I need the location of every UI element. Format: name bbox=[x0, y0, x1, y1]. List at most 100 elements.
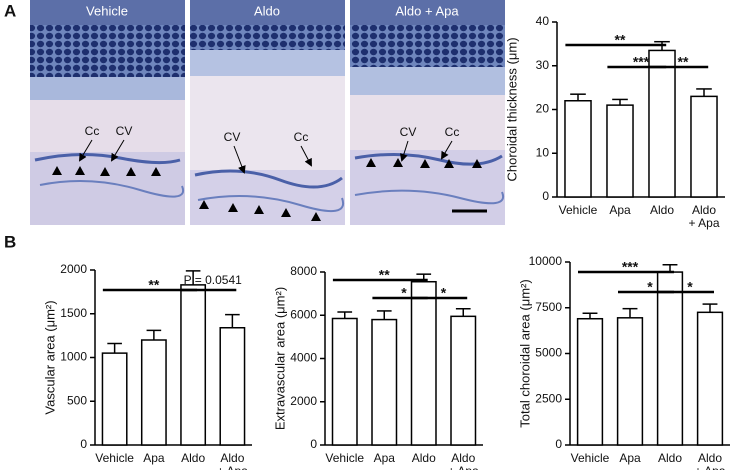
outer-segments bbox=[30, 77, 185, 100]
y-tick-label: 2000 bbox=[60, 262, 87, 276]
outer-segments bbox=[190, 50, 345, 76]
image-label: Cc bbox=[445, 125, 460, 139]
bar bbox=[606, 104, 634, 198]
bar bbox=[101, 352, 128, 446]
significance-label: ** bbox=[148, 277, 159, 293]
y-tick-label: 8000 bbox=[290, 264, 317, 278]
x-tick-label: Aldo+ Apa bbox=[448, 451, 479, 470]
significance-label: *** bbox=[622, 259, 639, 275]
bar bbox=[219, 327, 246, 446]
significance-label: P = 0.0541 bbox=[184, 273, 242, 287]
arrow bbox=[78, 139, 93, 162]
image-label: CV bbox=[116, 124, 133, 138]
image-label: Cc bbox=[294, 130, 309, 144]
y-tick-label: 7500 bbox=[535, 300, 562, 314]
significance-label: *** bbox=[633, 54, 650, 70]
bar bbox=[331, 317, 358, 446]
x-tick-label: Aldo bbox=[181, 451, 205, 465]
significance-label: * bbox=[647, 279, 653, 295]
y-axis-label: Vascular area (μm²) bbox=[42, 300, 57, 414]
bar bbox=[616, 317, 644, 446]
panel-label: A bbox=[4, 1, 16, 20]
arrow bbox=[399, 140, 409, 162]
vessel bbox=[34, 152, 181, 165]
vessel bbox=[197, 195, 345, 213]
y-tick-label: 10 bbox=[536, 145, 550, 159]
y-tick-label: 6000 bbox=[290, 307, 317, 321]
vessel bbox=[354, 189, 505, 205]
y-tick-label: 4000 bbox=[290, 351, 317, 365]
nuclear-layer bbox=[350, 25, 505, 67]
x-tick-label: Apa bbox=[374, 451, 396, 465]
arrowheads bbox=[199, 200, 321, 221]
bar bbox=[690, 95, 718, 198]
y-tick-label: 2500 bbox=[535, 391, 562, 405]
x-tick-label: Aldo bbox=[412, 451, 436, 465]
y-tick-label: 0 bbox=[542, 189, 549, 203]
vessel bbox=[354, 152, 503, 166]
y-axis-label: Choroidal thickness (μm) bbox=[504, 37, 519, 181]
y-tick-label: 40 bbox=[536, 14, 550, 28]
x-tick-label: Aldo+ Apa bbox=[694, 451, 725, 470]
y-tick-label: 0 bbox=[555, 437, 562, 451]
image-title: Aldo bbox=[254, 3, 280, 18]
significance-label: ** bbox=[615, 32, 626, 48]
nuclear-layer bbox=[30, 25, 185, 77]
micrograph: Aldo + Apa CV Cc bbox=[350, 0, 505, 225]
vessel bbox=[39, 180, 185, 198]
rpe-layer bbox=[190, 76, 345, 170]
bar-chart: 0 10 20 30 40 Choroidal thickness (μm) Vehicle… bbox=[504, 14, 725, 230]
y-tick-label: 1000 bbox=[60, 350, 87, 364]
y-axis-label: Extravascular area (μm²) bbox=[272, 287, 287, 430]
significance-label: * bbox=[687, 279, 693, 295]
bar bbox=[576, 317, 604, 446]
y-tick-label: 5000 bbox=[535, 346, 562, 360]
micrograph: Vehicle Cc CV bbox=[30, 0, 185, 225]
arrow bbox=[233, 145, 246, 174]
y-tick-label: 0 bbox=[310, 437, 317, 451]
x-tick-label: Vehicle bbox=[571, 451, 610, 465]
nuclear-layer bbox=[190, 25, 345, 50]
x-tick-label: Vehicle bbox=[95, 451, 134, 465]
image-label: CV bbox=[224, 130, 241, 144]
y-tick-label: 500 bbox=[67, 393, 87, 407]
arrow bbox=[110, 139, 125, 162]
image-label: Cc bbox=[85, 124, 100, 138]
choroid bbox=[30, 152, 185, 225]
image-title: Vehicle bbox=[86, 3, 128, 18]
bar-chart: 0 500 1000 1500 2000 Vascular area (μm²) Vehic… bbox=[42, 262, 252, 470]
y-tick-label: 20 bbox=[536, 102, 550, 116]
y-axis-label: Total choroidal area (μm²) bbox=[517, 279, 532, 427]
x-tick-label: Aldo bbox=[658, 451, 682, 465]
arrowheads bbox=[366, 158, 482, 168]
significance-label: ** bbox=[678, 54, 689, 70]
bar bbox=[450, 315, 477, 446]
y-tick-label: 1500 bbox=[60, 306, 87, 320]
x-tick-label: Apa bbox=[609, 203, 631, 217]
significance-label: ** bbox=[379, 267, 390, 283]
bar bbox=[564, 100, 592, 198]
x-tick-label: Apa bbox=[619, 451, 641, 465]
x-tick-label: Vehicle bbox=[559, 203, 598, 217]
choroid bbox=[350, 150, 505, 225]
image-label: CV bbox=[400, 125, 417, 139]
x-tick-label: Aldo+ Apa bbox=[688, 203, 719, 230]
outer-segments bbox=[350, 67, 505, 95]
bar bbox=[656, 271, 684, 446]
x-tick-label: Aldo bbox=[650, 203, 674, 217]
significance-label: * bbox=[401, 285, 407, 301]
y-tick-label: 30 bbox=[536, 58, 550, 72]
x-tick-label: Vehicle bbox=[325, 451, 364, 465]
bar bbox=[180, 284, 207, 446]
bar-chart: 0 2500 5000 7500 10000 Total choroidal area (… bbox=[517, 254, 730, 470]
panel-label: B bbox=[4, 232, 16, 251]
x-tick-label: Apa bbox=[143, 451, 165, 465]
y-tick-label: 10000 bbox=[529, 254, 563, 268]
micrograph: Aldo CV Cc bbox=[190, 0, 345, 225]
image-title: Aldo + Apa bbox=[395, 3, 459, 18]
arrowheads bbox=[52, 166, 161, 176]
bar bbox=[648, 49, 676, 198]
bar bbox=[140, 339, 167, 446]
bar bbox=[696, 311, 724, 446]
